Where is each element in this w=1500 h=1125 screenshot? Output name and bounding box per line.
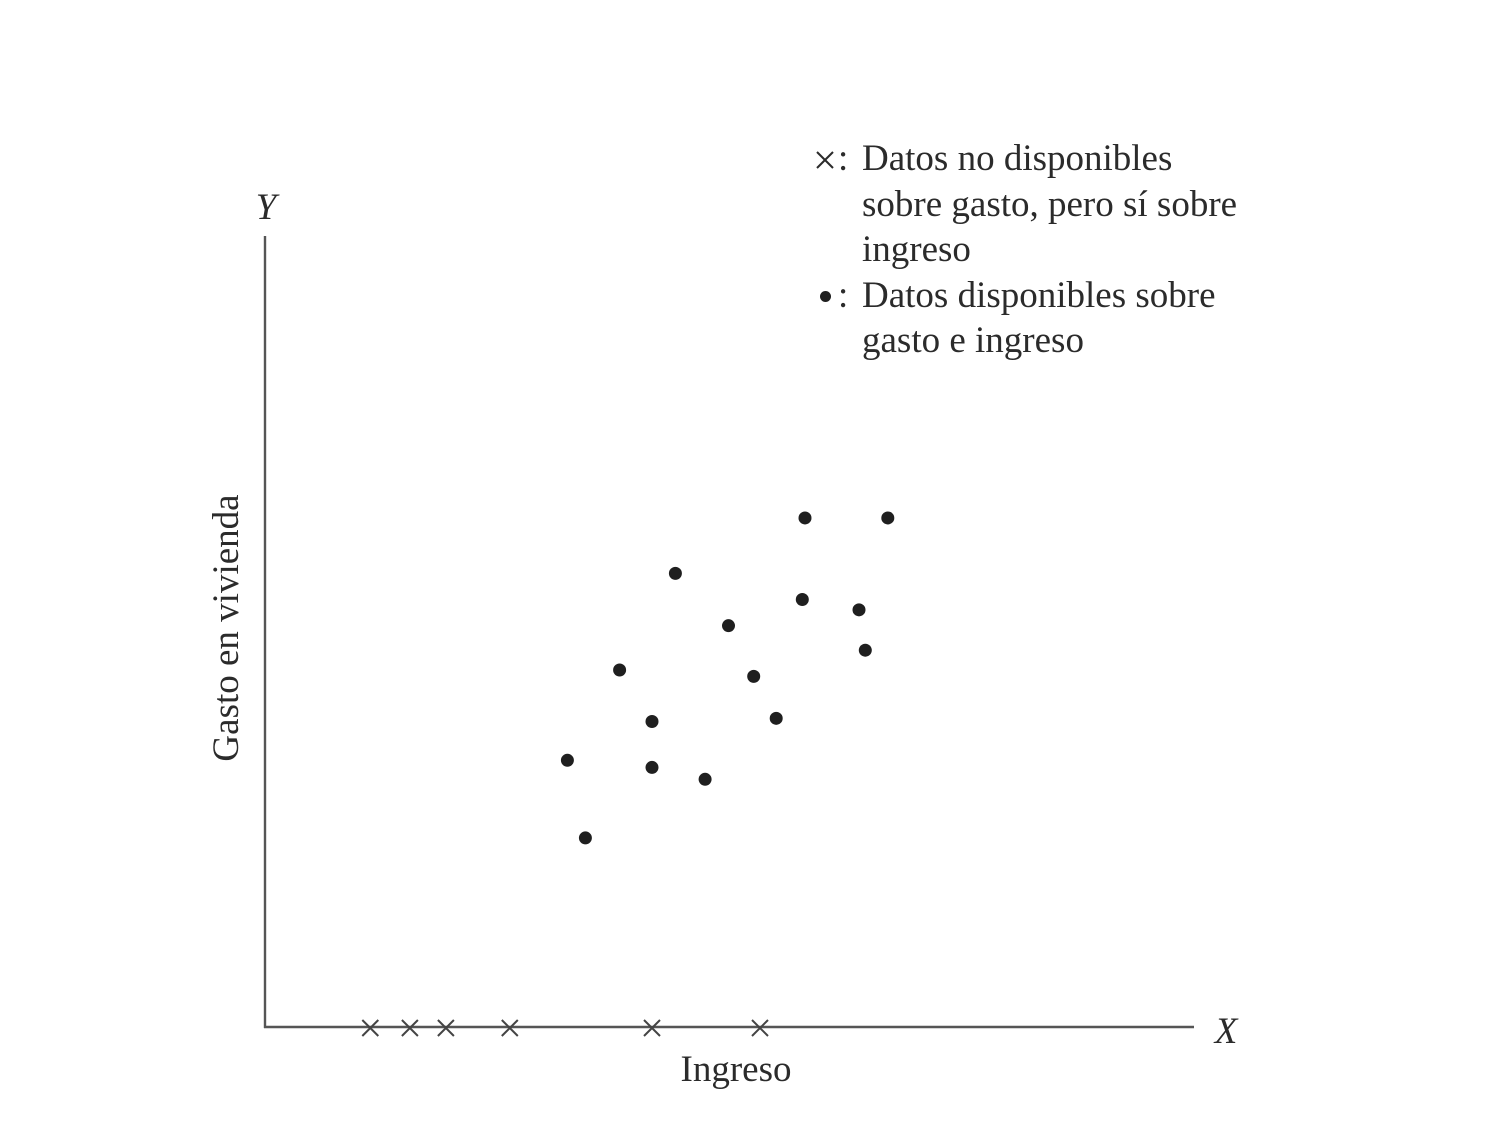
x-marker-point xyxy=(437,1019,455,1037)
x-marker-icon xyxy=(816,150,834,169)
dot-marker-point xyxy=(668,566,682,580)
axes xyxy=(263,236,1194,1029)
dot-marker-point xyxy=(769,711,783,725)
dot-marker-point xyxy=(645,760,659,774)
dot-marker-icon xyxy=(819,290,831,302)
legend-line: sobre gasto, pero sí sobre xyxy=(862,183,1238,225)
x-marker-point xyxy=(643,1019,661,1037)
dot-marker-point xyxy=(578,831,592,845)
legend-separator: : xyxy=(838,274,849,316)
dot-marker-point xyxy=(858,643,872,657)
data-marks xyxy=(361,511,895,1037)
legend-separator: : xyxy=(838,138,849,179)
x-marker-point xyxy=(751,1019,769,1037)
dot-marker-point xyxy=(881,511,895,525)
legend-symbol-dot: : xyxy=(812,273,862,319)
dot-marker-point xyxy=(698,772,712,786)
legend-line: ingreso xyxy=(862,229,971,270)
legend-line: Datos no disponibles xyxy=(862,138,1173,179)
legend-entry-unavailable: : Datos no disponibles sobre gasto, pero… xyxy=(812,136,1372,273)
dot-marker-point xyxy=(560,753,574,767)
x-axis-symbol: X xyxy=(1213,1011,1239,1052)
dot-marker-point xyxy=(795,593,809,607)
dot-marker-point xyxy=(852,603,866,617)
legend: : Datos no disponibles sobre gasto, pero… xyxy=(812,136,1372,364)
dot-marker-point xyxy=(613,663,627,677)
dot-marker-point xyxy=(645,714,659,728)
x-marker-point xyxy=(361,1019,380,1037)
x-marker-point xyxy=(401,1019,419,1037)
legend-entry-available: : Datos disponibles sobre gasto e ingres… xyxy=(812,273,1372,364)
legend-symbol-x: : xyxy=(812,136,862,182)
legend-line: gasto e ingreso xyxy=(862,320,1084,361)
x-marker-point xyxy=(501,1019,519,1037)
legend-line: Datos disponibles sobre xyxy=(862,274,1216,316)
y-axis-label: Gasto en vivienda xyxy=(206,494,247,761)
dot-marker-point xyxy=(722,619,735,633)
y-axis-symbol: Y xyxy=(256,187,280,228)
dot-marker-point xyxy=(798,511,812,525)
x-axis-label: Ingreso xyxy=(681,1049,792,1090)
dot-marker-point xyxy=(747,669,761,683)
